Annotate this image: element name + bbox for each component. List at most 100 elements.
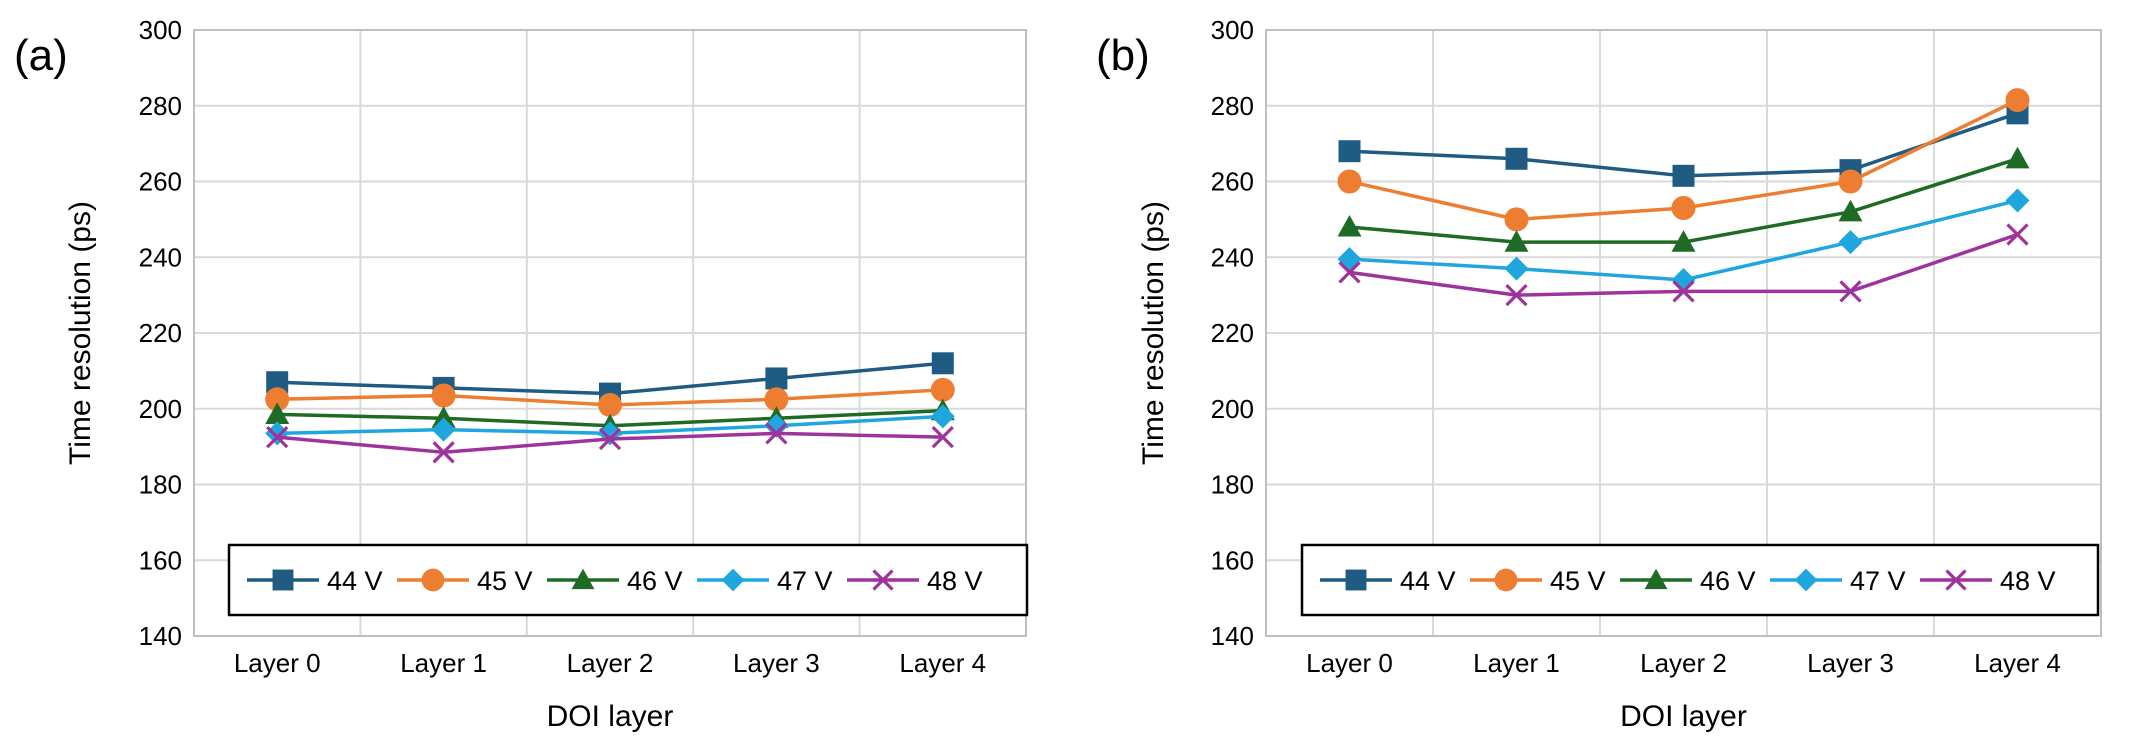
data-point-44v <box>1672 164 1695 187</box>
data-point-46v <box>1671 230 1696 252</box>
y-tick-label: 240 <box>139 242 182 272</box>
data-point-48v <box>931 426 954 449</box>
legend-marker-48v <box>1945 569 1967 591</box>
data-point-47v <box>930 404 955 429</box>
data-point-45v <box>1504 207 1529 232</box>
panel-label: (b) <box>1096 31 1150 80</box>
plot-frame <box>193 29 1027 637</box>
legend-label-44v: 44 V <box>327 566 383 596</box>
y-tick-label: 220 <box>1211 318 1254 348</box>
x-tick-label: Layer 2 <box>1640 648 1727 678</box>
y-tick-label: 300 <box>1211 15 1254 45</box>
data-point-48v <box>598 427 622 451</box>
legend-marker-45v <box>1494 568 1518 592</box>
data-point-47v <box>1337 247 1362 272</box>
y-tick-label: 200 <box>1211 394 1254 424</box>
data-point-44v <box>931 352 954 375</box>
panel-label: (a) <box>14 31 68 80</box>
data-point-44v <box>1505 147 1528 170</box>
data-point-47v <box>265 421 290 446</box>
y-axis-title: Time resolution (ps) <box>1137 201 1170 465</box>
data-point-48v <box>765 422 788 445</box>
y-tick-label: 180 <box>139 470 182 500</box>
legend-label-46v: 46 V <box>627 566 683 596</box>
legend-label-45v: 45 V <box>477 566 533 596</box>
data-point-45v <box>1838 169 1863 194</box>
data-point-45v <box>431 383 456 408</box>
legend-label-44v: 44 V <box>1400 566 1456 596</box>
x-tick-label: Layer 2 <box>567 648 654 678</box>
data-point-45v <box>1671 196 1696 221</box>
y-tick-label: 180 <box>1211 470 1254 500</box>
data-point-45v <box>598 392 622 417</box>
y-tick-label: 160 <box>1211 545 1254 575</box>
legend-marker-45v <box>421 568 445 592</box>
data-point-46v <box>1838 199 1863 222</box>
data-point-46v <box>1337 214 1362 237</box>
chart-panel-b: (b) 140 160 180 200 220 240 260 280 300 Layer 0 Lay… <box>1096 15 2102 733</box>
plot-frame <box>1265 29 2102 637</box>
y-tick-label: 280 <box>1211 91 1254 121</box>
y-tick-label: 260 <box>1211 167 1254 197</box>
y-tick-label: 200 <box>139 394 182 424</box>
legend-label-46v: 46 V <box>1700 566 1756 596</box>
x-tick-label: Layer 1 <box>1473 648 1560 678</box>
data-point-48v <box>1672 280 1695 303</box>
data-point-45v <box>265 387 290 412</box>
data-point-46v <box>431 406 456 428</box>
x-axis-title: DOI layer <box>547 700 674 733</box>
data-point-45v <box>2005 88 2030 113</box>
data-point-45v <box>764 387 789 412</box>
y-axis-title: Time resolution (ps) <box>64 201 97 465</box>
x-tick-label: Layer 0 <box>234 648 321 678</box>
legend-marker-47v <box>1794 568 1818 592</box>
legend-label-47v: 47 V <box>1850 566 1906 596</box>
y-tick-label: 300 <box>139 15 182 45</box>
data-point-47v <box>1838 230 1863 255</box>
legend-marker-47v <box>721 568 745 592</box>
data-point-48v <box>1505 283 1528 307</box>
legend: 44 V 45 V 46 V 47 V 48 V <box>1300 543 2100 617</box>
y-tick-label: 240 <box>1211 242 1254 272</box>
data-point-45v <box>930 377 955 402</box>
data-point-47v <box>1504 256 1529 281</box>
x-tick-label: Layer 3 <box>733 648 820 678</box>
legend-label-48v: 48 V <box>2000 566 2056 596</box>
data-point-46v <box>1504 230 1529 252</box>
data-point-48v <box>266 426 289 449</box>
x-axis-title: DOI layer <box>1620 700 1747 733</box>
x-tick-label: Layer 0 <box>1306 648 1393 678</box>
x-tick-label: Layer 3 <box>1807 648 1894 678</box>
y-tick-label: 220 <box>139 318 182 348</box>
chart-panel-a: (a) 140 160 180 200 220 240 260 280 300 Layer 0 Lay… <box>14 15 1029 733</box>
data-point-44v <box>1338 140 1361 163</box>
x-tick-label: Layer 4 <box>1974 648 2061 678</box>
data-point-48v <box>2006 223 2029 246</box>
data-point-47v <box>431 417 456 442</box>
y-tick-label: 140 <box>139 621 182 651</box>
legend-marker-46v <box>1644 568 1668 590</box>
data-point-48v <box>1839 280 1862 303</box>
legend-marker-44v <box>272 569 294 591</box>
legend-label-47v: 47 V <box>777 566 833 596</box>
x-tick-label: Layer 1 <box>400 648 487 678</box>
data-point-46v <box>265 402 290 425</box>
data-point-44v <box>266 371 289 394</box>
data-point-45v <box>1337 169 1362 194</box>
legend-marker-44v <box>1345 569 1367 591</box>
y-tick-label: 140 <box>1211 621 1254 651</box>
data-point-44v <box>765 367 788 390</box>
legend-label-45v: 45 V <box>1550 566 1606 596</box>
y-tick-label: 280 <box>139 91 182 121</box>
data-point-47v <box>1671 267 1696 292</box>
legend-marker-48v <box>872 569 894 591</box>
y-tick-label: 260 <box>139 167 182 197</box>
x-tick-label: Layer 4 <box>899 648 986 678</box>
y-tick-label: 160 <box>139 545 182 575</box>
legend-label-48v: 48 V <box>927 566 983 596</box>
data-point-48v <box>1338 261 1361 284</box>
data-point-46v <box>2005 146 2030 169</box>
legend: 44 V 45 V 46 V 47 V 48 V <box>227 543 1029 617</box>
legend-marker-46v <box>571 568 595 590</box>
